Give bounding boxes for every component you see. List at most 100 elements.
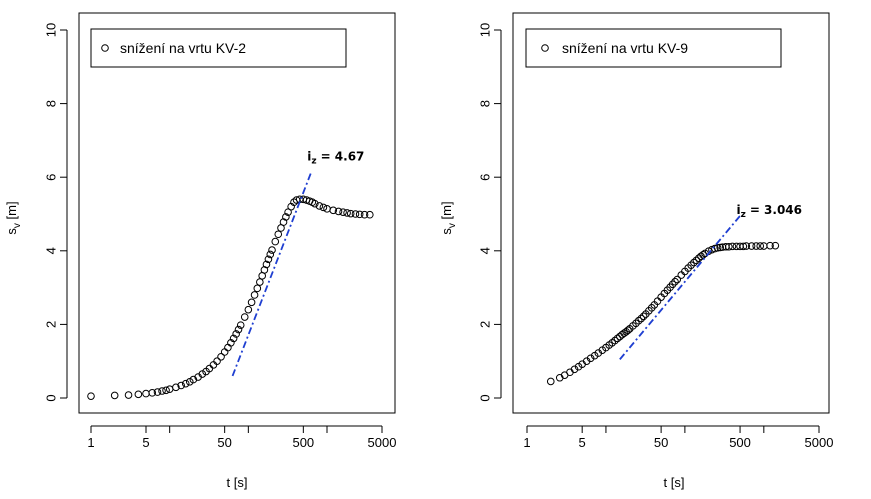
data-point — [728, 242, 737, 251]
slope-annotation-sub: z — [311, 157, 316, 167]
data-point — [724, 242, 733, 251]
data-point — [209, 361, 218, 369]
y-tick-label: 10 — [44, 23, 59, 37]
data-point — [262, 260, 271, 269]
data-point — [739, 242, 748, 251]
data-point — [747, 242, 756, 250]
data-point — [124, 391, 133, 399]
y-tick-label: 10 — [478, 23, 493, 37]
data-point — [229, 334, 238, 343]
y-tick-label: 8 — [44, 100, 59, 107]
slope-annotation-value: = 4.67 — [321, 150, 365, 164]
data-point — [256, 278, 264, 286]
y-axis-label: sv [m] — [4, 201, 23, 234]
data-point — [613, 334, 622, 343]
data-point — [236, 321, 245, 329]
data-point — [213, 357, 221, 366]
data-point — [271, 237, 280, 246]
data-point — [339, 208, 347, 216]
data-point — [148, 389, 157, 397]
data-point — [232, 330, 240, 338]
x-axis-label: t [s] — [227, 475, 248, 490]
y-tick-label: 2 — [44, 321, 59, 328]
data-point — [110, 391, 119, 400]
data-point — [220, 348, 229, 356]
legend-marker — [541, 44, 549, 52]
data-point — [366, 210, 374, 219]
y-tick-label: 6 — [44, 174, 59, 181]
data-point — [586, 354, 595, 363]
y-axis-label-main: s — [4, 228, 19, 235]
x-tick-label: 50 — [654, 435, 668, 450]
data-layer: 1 5 50 500 5000 0 2 4 6 8 10 — [478, 23, 834, 450]
data-point — [668, 280, 677, 289]
y-tick-label: 8 — [478, 100, 493, 107]
y-axis-label-sub: v — [12, 223, 23, 228]
slope-annotation-main: i — [307, 150, 311, 164]
data-point — [217, 352, 225, 361]
data-point — [634, 316, 643, 325]
data-point — [290, 198, 298, 207]
data-point — [752, 242, 760, 250]
slope-annotation: iz = 3.046 — [736, 203, 802, 220]
x-tick-label: 5 — [142, 435, 149, 450]
data-point — [771, 241, 780, 250]
chart-panel-kv9: snížení na vrtu KV-9 1 5 50 500 50000246810 … — [439, 12, 834, 490]
legend-box — [90, 28, 347, 68]
chart-panel-kv2: snížení na vrtu KV-2 1 5 50 500 50000246810 … — [4, 12, 397, 490]
data-point — [766, 241, 774, 250]
x-tick-label: 1 — [87, 435, 94, 450]
data-point — [611, 336, 619, 345]
x-tick-label: 500 — [292, 435, 314, 450]
x-tick-label: 5 — [579, 435, 586, 450]
y-axis-label-sub: v — [447, 223, 458, 228]
data-point — [247, 298, 256, 307]
x-tick-label: 1 — [523, 435, 530, 450]
data-point — [546, 377, 555, 386]
data-point — [244, 305, 253, 314]
data-point — [264, 255, 273, 264]
plot-frame — [78, 12, 396, 414]
data-point — [355, 210, 364, 219]
slope-annotation-value: = 3.046 — [750, 203, 802, 217]
data-point — [240, 313, 249, 321]
data-layer: 1 5 50 500 5000 0 2 4 6 8 10 — [44, 23, 397, 450]
data-point — [181, 379, 190, 388]
trend-line — [231, 173, 312, 377]
x-tick-label: 500 — [729, 435, 751, 450]
y-tick-label: 0 — [478, 394, 493, 401]
data-point — [637, 314, 646, 323]
data-point — [677, 271, 686, 279]
legend-box — [525, 28, 782, 68]
data-point — [319, 203, 328, 212]
data-point — [692, 256, 701, 265]
data-point — [673, 275, 682, 284]
y-tick-label: 2 — [478, 321, 493, 328]
data-point — [632, 319, 640, 328]
data-point — [334, 207, 343, 216]
data-point — [570, 365, 579, 374]
data-point — [268, 246, 276, 254]
data-point — [742, 242, 751, 250]
data-point — [346, 209, 355, 218]
x-tick-label: 5000 — [368, 435, 397, 450]
data-point — [142, 389, 150, 398]
plot-frame — [512, 12, 830, 414]
data-point — [329, 206, 338, 215]
slope-annotation: iz = 4.67 — [307, 150, 364, 167]
y-tick-label: 4 — [478, 247, 493, 254]
data-point — [234, 325, 243, 334]
data-point — [311, 199, 319, 208]
y-tick-label: 6 — [478, 174, 493, 181]
x-tick-label: 50 — [217, 435, 231, 450]
x-tick-label: 5000 — [805, 435, 834, 450]
slope-annotation-sub: z — [741, 210, 746, 220]
y-axis-label-unit: [m] — [439, 201, 454, 223]
data-point — [671, 277, 679, 286]
data-point — [250, 291, 259, 299]
slope-annotation-main: i — [736, 203, 740, 217]
data-point — [87, 392, 95, 400]
y-axis-label-main: s — [439, 228, 454, 235]
x-axis-label: t [s] — [664, 475, 685, 490]
data-point — [360, 210, 369, 219]
